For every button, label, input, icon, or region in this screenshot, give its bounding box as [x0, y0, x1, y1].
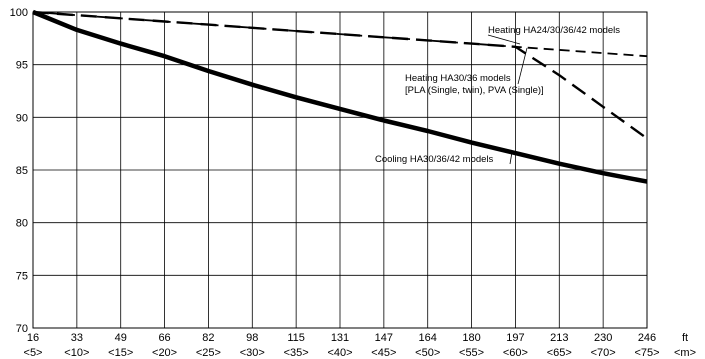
y-tick-label: 70 [16, 323, 28, 335]
tick-labels: 70 75 80 85 90 95 100 16 33 49 66 82 98 115 131 147 164 1… [10, 7, 696, 359]
x-tick-label: 164 [419, 332, 437, 344]
series-line-heating-ha30 [32, 10, 648, 140]
x-tick-label: 197 [506, 332, 524, 344]
x-tick-label-metric: <60> [503, 347, 528, 359]
series-lines [32, 9, 648, 184]
x-tick-label: 66 [158, 332, 170, 344]
x-tick-label: 213 [550, 332, 568, 344]
series-line-cooling [32, 9, 648, 184]
x-tick-label-metric: <10> [64, 347, 89, 359]
x-tick-label: 49 [115, 332, 127, 344]
x-tick-label: 147 [375, 332, 393, 344]
annotation-leader-heating-all [487, 34, 521, 45]
y-tick-label: 80 [16, 218, 28, 230]
annotation-heating-ha30-line2: [PLA (Single, twin), PVA (Single)] [405, 85, 544, 96]
x-tick-label-metric: <55> [459, 347, 484, 359]
x-tick-label-metric: <15> [108, 347, 133, 359]
x-tick-label-metric: <5> [24, 347, 43, 359]
x-tick-label-metric: <65> [547, 347, 572, 359]
x-tick-label-metric: <70> [591, 347, 616, 359]
annotation-leader-heating-ha30 [517, 47, 528, 85]
plot-frame [32, 11, 648, 329]
x-tick-label-metric: <35> [284, 347, 309, 359]
y-tick-label: 75 [16, 270, 28, 282]
y-tick-label: 85 [16, 165, 28, 177]
y-tick-label: 100 [10, 7, 28, 19]
x-unit-label-metric: <m> [674, 347, 696, 359]
grid [32, 11, 648, 329]
x-tick-label-metric: <50> [415, 347, 440, 359]
annotation-cooling: Cooling HA30/36/42 models [375, 154, 494, 165]
x-tick-label: 131 [331, 332, 349, 344]
x-unit-label: ft [682, 332, 688, 344]
annotation-leader-cooling [509, 151, 513, 165]
x-tick-label: 246 [638, 332, 656, 344]
x-tick-label: 115 [287, 332, 305, 344]
annotations: Heating HA24/30/36/42 models Heating HA3… [375, 25, 620, 165]
x-tick-label: 16 [27, 332, 39, 344]
x-tick-label: 180 [462, 332, 480, 344]
x-tick-label-metric: <40> [327, 347, 352, 359]
x-tick-label-metric: <45> [371, 347, 396, 359]
x-tick-label-metric: <75> [634, 347, 659, 359]
x-tick-label: 98 [246, 332, 258, 344]
x-tick-label: 33 [71, 332, 83, 344]
y-tick-label: 95 [16, 60, 28, 72]
y-tick-label: 90 [16, 112, 28, 124]
x-tick-label-metric: <20> [152, 347, 177, 359]
x-tick-label-metric: <30> [240, 347, 265, 359]
annotation-heating-ha30-line1: Heating HA30/36 models [405, 73, 511, 84]
x-tick-label-metric: <25> [196, 347, 221, 359]
annotation-heating-all: Heating HA24/30/36/42 models [488, 25, 620, 36]
x-tick-label: 230 [594, 332, 612, 344]
x-tick-label: 82 [202, 332, 214, 344]
